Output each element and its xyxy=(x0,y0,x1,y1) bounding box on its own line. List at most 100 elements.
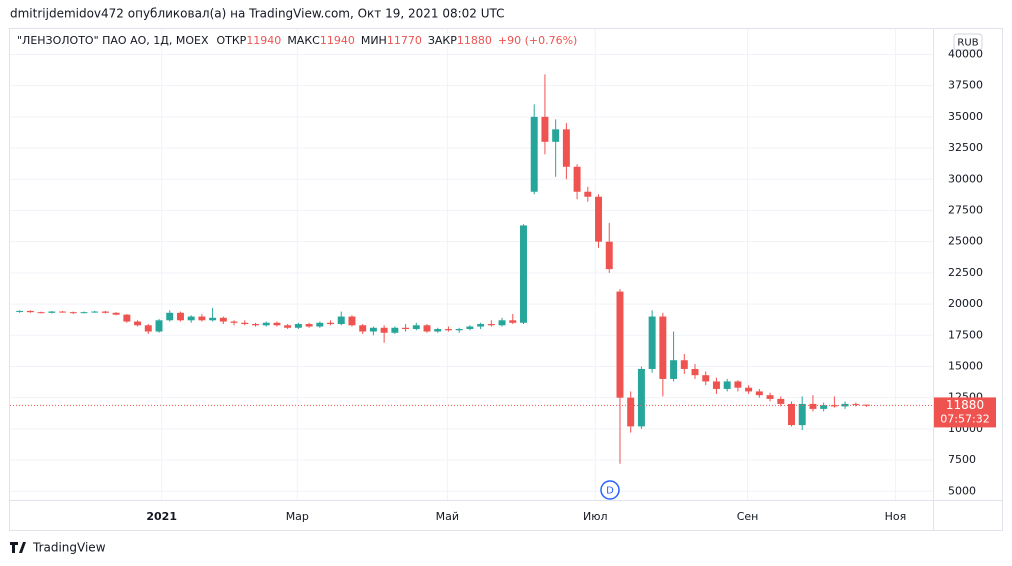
candle-body xyxy=(541,116,549,142)
x-tick-label: 2021 xyxy=(146,510,177,523)
candle-body xyxy=(402,327,410,330)
legend-label: ЗАКР xyxy=(428,34,457,47)
candle-body xyxy=(777,398,785,404)
price-tag xyxy=(934,397,996,428)
candle-body xyxy=(809,403,817,409)
candle-body xyxy=(348,316,356,326)
candle-body xyxy=(444,329,452,331)
candle-body xyxy=(723,381,731,389)
plot xyxy=(10,29,933,500)
x-tick-label: Ноя xyxy=(885,510,907,523)
candle-body xyxy=(616,291,624,398)
candle-body xyxy=(627,397,635,427)
y-tick-label: 37500 xyxy=(948,79,983,92)
candle-body xyxy=(412,325,420,330)
candle-body xyxy=(755,391,763,396)
candle-body xyxy=(648,316,656,369)
candle-body xyxy=(69,312,77,314)
candle-body xyxy=(734,381,742,388)
y-tick-label: 20000 xyxy=(948,297,983,310)
candle-body xyxy=(466,326,474,330)
candle-body xyxy=(48,311,56,313)
candle-body xyxy=(16,310,24,312)
currency-box[interactable] xyxy=(953,33,983,51)
dividend-marker[interactable] xyxy=(600,480,620,500)
y-tick-label: 17500 xyxy=(948,328,983,341)
y-tick-label: 30000 xyxy=(948,172,983,185)
y-tick-label: 7500 xyxy=(948,453,976,466)
y-tick-label: 32500 xyxy=(948,141,983,154)
candle-body xyxy=(691,368,699,376)
candle-body xyxy=(198,316,206,321)
candle-body xyxy=(144,325,152,332)
y-tick-label: 15000 xyxy=(948,359,983,372)
candle-body xyxy=(26,310,34,313)
candle-body xyxy=(788,403,795,426)
candle-body xyxy=(316,322,324,327)
y-tick-label: 40000 xyxy=(948,47,983,60)
legend-value: 11770 xyxy=(387,34,422,47)
candle-body xyxy=(209,317,217,321)
candle-body xyxy=(487,324,495,326)
legend-label: ОТКР xyxy=(216,34,246,47)
candle-body xyxy=(327,322,335,325)
currency[interactable]: RUB xyxy=(957,38,978,49)
candle-body xyxy=(863,404,871,406)
candle-body xyxy=(123,314,131,322)
candle-body xyxy=(530,116,538,192)
y-tick-label: 25000 xyxy=(948,235,983,248)
candle-body xyxy=(294,324,302,328)
candle-body xyxy=(166,312,174,321)
dividend-marker-label[interactable]: D xyxy=(606,486,614,497)
price-tag-countdown: 07:57:32 xyxy=(940,412,989,425)
candle-body xyxy=(252,324,259,326)
candle-body xyxy=(134,321,142,326)
candle-body xyxy=(595,196,603,242)
chart-frame xyxy=(9,28,1003,531)
legend-label: МАКС xyxy=(287,34,320,47)
candle-body xyxy=(262,322,270,326)
symbol-title: "ЛЕНЗОЛОТО" ПАО АО, 1Д, MOEX xyxy=(17,34,209,47)
candle-body xyxy=(702,375,710,382)
legend: "ЛЕНЗОЛОТО" ПАО АО, 1Д, MOEX ОТКР 11940 МА… xyxy=(17,34,577,47)
tv-logo xyxy=(10,542,26,553)
y-tick-label: 5000 xyxy=(948,484,976,497)
candle-body xyxy=(520,225,527,323)
candle-body xyxy=(155,320,163,332)
candle-body xyxy=(605,241,613,270)
y-tick-label: 22500 xyxy=(948,266,983,279)
candle-body xyxy=(852,403,860,405)
candle-body xyxy=(112,312,120,315)
candle-body xyxy=(80,312,88,314)
candle-body xyxy=(241,322,249,325)
candle-body xyxy=(670,360,678,379)
candle-body xyxy=(659,316,667,379)
candle-body xyxy=(37,312,45,314)
legend-value: 11940 xyxy=(246,34,281,47)
candle-body xyxy=(712,381,720,389)
candle-body xyxy=(423,325,431,332)
candle-body xyxy=(830,405,838,407)
candle-body xyxy=(745,387,753,392)
candle-body xyxy=(337,316,345,325)
x-tick-label: Май xyxy=(436,510,459,523)
candle-body xyxy=(59,311,67,313)
candle-body xyxy=(369,327,377,332)
legend-value: 11940 xyxy=(320,34,355,47)
x-tick-label: Мар xyxy=(286,510,309,523)
candle-body xyxy=(91,311,99,313)
candle-body xyxy=(766,395,774,399)
y-tick-label: 35000 xyxy=(948,110,983,123)
x-tick-label: Сен xyxy=(737,510,759,523)
candle-body xyxy=(273,322,281,326)
legend-change: +90 (+0.76%) xyxy=(498,34,577,47)
candle-body xyxy=(584,191,592,197)
candle-body xyxy=(477,324,485,327)
candle-body xyxy=(841,403,849,407)
candle-body xyxy=(562,129,570,167)
candle-body xyxy=(284,325,292,328)
candle-body xyxy=(176,312,184,321)
candle-body xyxy=(391,327,399,333)
y-tick-label: 27500 xyxy=(948,203,983,216)
